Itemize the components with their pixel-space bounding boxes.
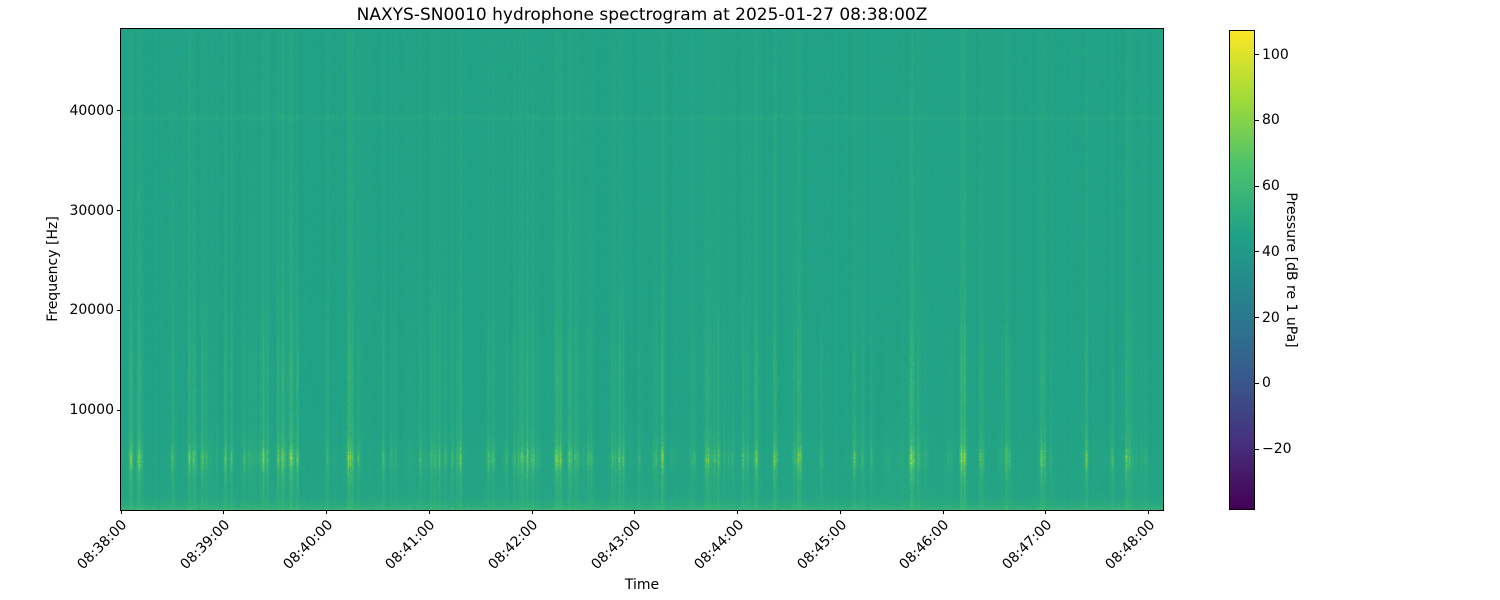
x-tick-mark (531, 510, 533, 514)
y-tick-label: 10000 (69, 402, 114, 419)
spectrogram-canvas (121, 29, 1163, 510)
y-tick-mark (117, 110, 121, 112)
colorbar-tick-mark (1255, 251, 1259, 253)
y-tick-label: 20000 (69, 302, 114, 319)
colorbar-tick-mark (1255, 317, 1259, 319)
x-tick-mark (1148, 510, 1150, 514)
x-tick-label: 08:40:00 (280, 517, 336, 573)
x-tick-mark (737, 510, 739, 514)
y-tick-label: 40000 (69, 102, 114, 119)
x-tick-label: 08:41:00 (382, 517, 439, 573)
y-tick-mark (117, 210, 121, 212)
x-tick-mark (428, 510, 430, 514)
colorbar-tick-label: 100 (1262, 46, 1289, 63)
x-tick-mark (326, 510, 328, 514)
colorbar-tick-label: 20 (1262, 309, 1280, 326)
y-axis-label: Frequency [Hz] (45, 216, 61, 322)
x-tick-mark (120, 510, 122, 514)
colorbar-tick-mark (1255, 54, 1259, 56)
x-tick-label: 08:48:00 (1102, 517, 1159, 573)
x-tick-label: 08:43:00 (588, 517, 645, 573)
x-tick-mark (839, 510, 841, 514)
x-tick-label: 08:38:00 (74, 517, 131, 573)
colorbar-tick-mark (1255, 382, 1259, 384)
x-tick-label: 08:45:00 (793, 517, 850, 573)
colorbar-tick-label: 0 (1262, 375, 1271, 392)
colorbar-label: Pressure [dB re 1 uPa] (1283, 192, 1299, 348)
plot-area (120, 28, 1164, 511)
colorbar-tick-mark (1255, 185, 1259, 187)
y-tick-label: 30000 (69, 202, 114, 219)
x-tick-label: 08:47:00 (999, 517, 1056, 573)
colorbar (1229, 30, 1255, 510)
colorbar-tick-label: −20 (1262, 441, 1292, 458)
colorbar-tick-mark (1255, 119, 1259, 121)
plot-title: NAXYS-SN0010 hydrophone spectrogram at 2… (356, 5, 928, 25)
x-tick-label: 08:46:00 (896, 517, 953, 573)
x-tick-label: 08:42:00 (485, 517, 542, 573)
x-tick-mark (942, 510, 944, 514)
x-tick-mark (223, 510, 225, 514)
x-axis-label: Time (624, 577, 660, 593)
y-tick-mark (117, 409, 121, 411)
x-tick-label: 08:39:00 (177, 517, 234, 573)
colorbar-tick-label: 60 (1262, 178, 1280, 195)
x-tick-label: 08:44:00 (691, 517, 747, 573)
colorbar-tick-label: 40 (1262, 243, 1280, 260)
x-tick-mark (1045, 510, 1047, 514)
colorbar-tick-mark (1255, 448, 1259, 450)
colorbar-tick-label: 80 (1262, 112, 1280, 129)
x-tick-mark (634, 510, 636, 514)
y-tick-mark (117, 309, 121, 311)
